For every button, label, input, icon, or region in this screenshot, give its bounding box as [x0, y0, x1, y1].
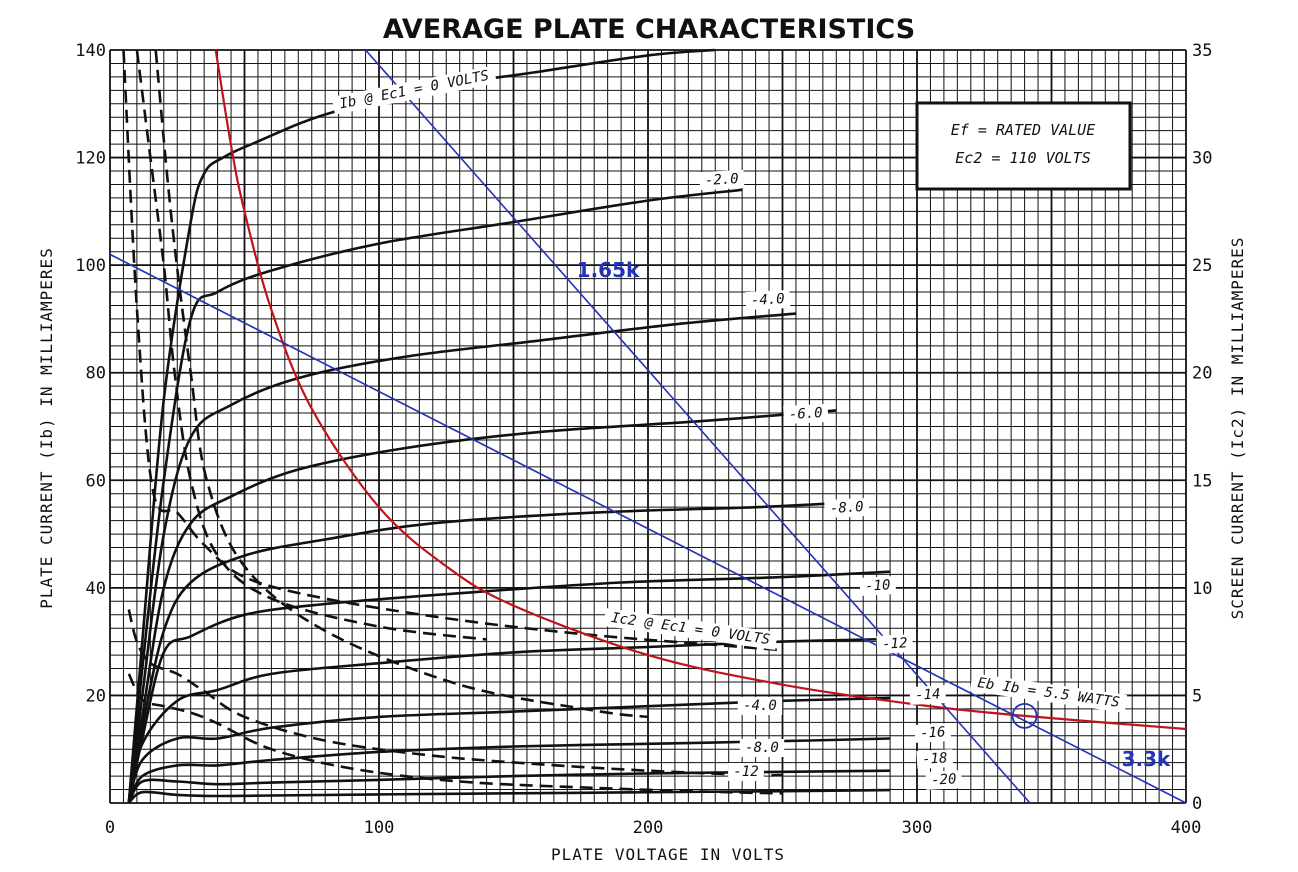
plate-curve-label: -8.0 [830, 499, 865, 517]
plate-curve-label: -14 [915, 686, 941, 703]
screen-curve [127, 609, 783, 777]
power-dissipation-curve [214, 49, 1187, 731]
plate-curve [127, 737, 891, 804]
plate-curve [127, 570, 891, 804]
plate-curve-label-group: -6.0 [783, 403, 829, 425]
y2-tick-label: 30 [1192, 149, 1212, 169]
screen-curve [154, 49, 649, 719]
y-tick-label: 100 [75, 256, 106, 276]
plate-curve-label: -4.0 [751, 291, 786, 309]
plate-curve-label: -10 [865, 577, 891, 594]
plate-curve-label-bg [916, 749, 954, 769]
plate-curve [127, 312, 797, 804]
screen-curve-label-group: -12 [728, 763, 764, 781]
plate-curve-label: -2.0 [705, 171, 740, 189]
plate-curve-label-bg [824, 497, 870, 519]
plate-curve-label-group: -4.0 [745, 289, 791, 311]
plate-curve-label: -12 [882, 635, 908, 652]
plate-curve-label-group: -14 [909, 685, 947, 705]
plate-curve-label-bg [331, 65, 497, 115]
chart-title: AVERAGE PLATE CHARACTERISTICS [383, 14, 915, 45]
y-tick-label: 20 [86, 686, 106, 706]
y2-tick-label: 10 [1192, 579, 1212, 599]
plate-curve-label-group: -8.0 [824, 497, 870, 519]
y2-tick-label: 35 [1192, 41, 1212, 61]
plate-curve-label-group: -20 [925, 770, 963, 790]
screen-curve-label: -8.0 [745, 740, 779, 756]
plate-curve-label-group: -16 [914, 723, 952, 743]
plate-curve [127, 409, 837, 804]
conditions-box [915, 101, 1132, 191]
x-tick-label: 200 [633, 818, 664, 838]
plate-curve-label: -16 [920, 724, 946, 741]
plate-curve-label-group: -2.0 [699, 169, 745, 191]
conditions-text: Ec2 = 110 VOLTS [955, 149, 1090, 167]
y2-tick-label: 15 [1192, 471, 1212, 491]
y-tick-label: 40 [86, 579, 106, 599]
y2-axis-label: SCREEN CURRENT (Ic2) IN MILLIAMPERES [1228, 237, 1247, 620]
y-axis-label: PLATE CURRENT (Ib) IN MILLIAMPERES [37, 247, 56, 609]
plate-curve-label-bg [909, 685, 947, 705]
plate-curve-label-bg [876, 634, 914, 654]
plate-curve-label: -18 [922, 750, 948, 767]
plate-curve-label-bg [859, 576, 897, 596]
plate-curve [127, 48, 716, 804]
x-tick-label: 300 [902, 818, 933, 838]
screen-curve [122, 49, 783, 652]
screen-curve-label: -12 [733, 764, 758, 780]
power-curve-label-bg [969, 673, 1128, 713]
plate-curve [127, 637, 891, 804]
y-tick-label: 80 [86, 364, 106, 384]
screen-curve-label: -4.0 [743, 698, 777, 714]
x-tick-label: 100 [364, 818, 395, 838]
y-tick-label: 120 [75, 149, 106, 169]
y2-tick-label: 5 [1192, 686, 1202, 706]
plate-curve [127, 500, 864, 804]
x-tick-label: 0 [105, 818, 115, 838]
screen-curve [135, 49, 487, 641]
load-line [364, 49, 1031, 804]
plate-curve-label-group: -10 [859, 576, 897, 596]
conditions-text: Ef = RATED VALUE [951, 121, 1096, 139]
plate-curve-label-bg [783, 403, 829, 425]
plate-curve-label-bg [914, 723, 952, 743]
y2-tick-label: 20 [1192, 364, 1212, 384]
screen-curve [127, 673, 783, 795]
plate-curve-label: -6.0 [789, 405, 824, 423]
load-line [109, 253, 1187, 804]
y-tick-label: 60 [86, 471, 106, 491]
plate-curve-label-group: -18 [916, 749, 954, 769]
plate-curve [127, 788, 891, 805]
plate-curve-label-bg [745, 289, 791, 311]
plate-curve-label: -20 [931, 771, 957, 788]
plate-curve-label-group: -12 [876, 634, 914, 654]
screen-curve-label-bg [728, 763, 764, 781]
load-line-label: 1.65k [577, 258, 640, 282]
operating-point-marker [1011, 702, 1038, 729]
screen-curve-label-group: -8.0 [739, 739, 785, 757]
screen-curve-label-bg [739, 739, 785, 757]
x-tick-label: 400 [1171, 818, 1202, 838]
y2-tick-label: 25 [1192, 256, 1212, 276]
load-line-label: 3.3k [1122, 747, 1171, 771]
y-tick-label: 140 [75, 41, 106, 61]
plate-curve [127, 188, 743, 804]
power-curve-label-group: Eb Ib = 5.5 WATTS [969, 673, 1128, 713]
x-axis-label: PLATE VOLTAGE IN VOLTS [551, 845, 785, 864]
plate-curve-label-bg [925, 770, 963, 790]
screen-curve-label-group: -4.0 [737, 697, 783, 715]
screen-curve-label-bg [603, 608, 778, 651]
y2-tick-label: 0 [1192, 794, 1202, 814]
screen-curve-label-bg [737, 697, 783, 715]
plate-curve-label-bg [699, 169, 745, 191]
